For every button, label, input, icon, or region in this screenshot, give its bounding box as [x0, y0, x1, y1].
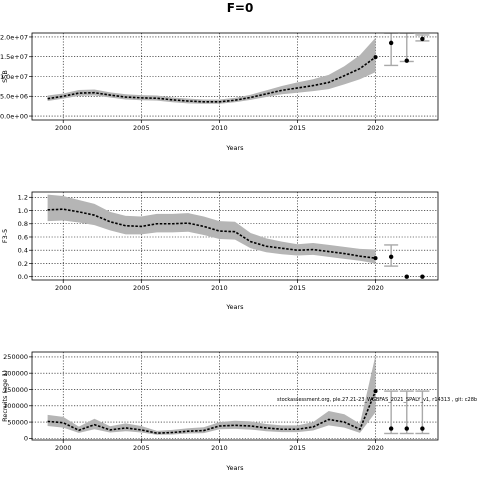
axes-frame	[31, 191, 439, 281]
forecast-point	[404, 58, 409, 63]
x-tick-label: 2020	[367, 124, 384, 132]
forecast-point	[404, 426, 409, 431]
x-tick-label: 2015	[289, 284, 306, 292]
estimate-line	[47, 390, 377, 434]
forecast-point	[420, 426, 425, 431]
figure-title: F=0	[227, 1, 254, 15]
forecast-point	[404, 274, 409, 279]
y-tick-label: 0.2	[18, 260, 28, 268]
x-tick-label: 2005	[133, 124, 150, 132]
x-tick-label: 2000	[55, 444, 72, 452]
x-axis-label: Years	[225, 303, 244, 311]
y-tick-label: 0	[24, 435, 28, 443]
x-tick-label: 2020	[367, 444, 384, 452]
forecast-point	[420, 36, 425, 42]
confidence-band	[47, 37, 376, 104]
x-axis-label: Years	[225, 144, 244, 152]
y-axis-label: F3-5	[1, 229, 9, 243]
x-tick-label: 2005	[133, 284, 150, 292]
y-tick-label: 0.0	[18, 273, 28, 281]
estimate-line	[47, 208, 376, 259]
x-axis-label: Years	[225, 464, 244, 472]
panel-ssb: 2000 2005 2010 2015 2020 0.0e+00 5.0e+06 1.0e+0…	[0, 32, 439, 152]
y-tick-label: 0.0e+00	[0, 112, 28, 120]
x-tick-label: 2010	[211, 444, 228, 452]
y-tick-label: 0.4	[18, 247, 28, 255]
watermark-text: stockassessment.org, ple.27.21-23_WGBFAS…	[277, 397, 477, 403]
last-estimate-point	[373, 256, 378, 261]
y-tick-label: 50000	[7, 418, 28, 426]
y-tick-label: 250000	[3, 353, 28, 361]
y-tick-label: 2.0e+07	[0, 33, 28, 41]
forecast-point	[388, 254, 394, 260]
x-tick-label: 2015	[289, 124, 306, 132]
forecast-point	[388, 426, 394, 431]
x-tick-label: 2005	[133, 444, 150, 452]
x-tick-label: 2010	[211, 124, 228, 132]
y-tick-label: 1.5e+07	[0, 53, 28, 61]
x-tick-label: 2010	[211, 284, 228, 292]
x-tick-label: 2000	[55, 284, 72, 292]
y-tick-label: 150000	[3, 386, 28, 394]
confidence-band	[47, 355, 376, 435]
plot-area	[47, 33, 430, 104]
confidence-band	[47, 194, 376, 264]
y-tick-label: 200000	[3, 369, 28, 377]
y-tick-label: 0.8	[18, 220, 28, 228]
y-axis-label: SSB	[1, 70, 9, 83]
y-tick-label: 0.6	[18, 233, 28, 241]
y-tick-label: 5.0e+06	[0, 93, 28, 101]
forecast-point	[388, 40, 394, 46]
axes-frame	[31, 351, 439, 441]
panel-f: 2000 2005 2010 2015 2020 0.0 0.2 0.4 0.6 0.8 1.0 1.…	[1, 191, 439, 311]
panel-recruitment: 2000 2005 2010 2015 2020 0 50000 100000 150000 20…	[1, 351, 439, 472]
plot-area	[47, 355, 430, 435]
x-tick-label: 2020	[367, 284, 384, 292]
plot-area	[47, 194, 425, 279]
estimate-line	[47, 56, 377, 103]
y-tick-label: 100000	[3, 402, 28, 410]
x-tick-label: 2015	[289, 444, 306, 452]
y-tick-label: 1.0	[18, 207, 28, 215]
y-tick-label: 1.0e+07	[0, 73, 28, 81]
y-tick-label: 1.2	[18, 194, 28, 202]
last-estimate-point	[373, 389, 378, 394]
x-tick-label: 2000	[55, 124, 72, 132]
y-axis-label: Recruits (age 1)	[1, 370, 9, 422]
last-estimate-point	[373, 55, 378, 60]
forecast-point	[420, 274, 425, 279]
